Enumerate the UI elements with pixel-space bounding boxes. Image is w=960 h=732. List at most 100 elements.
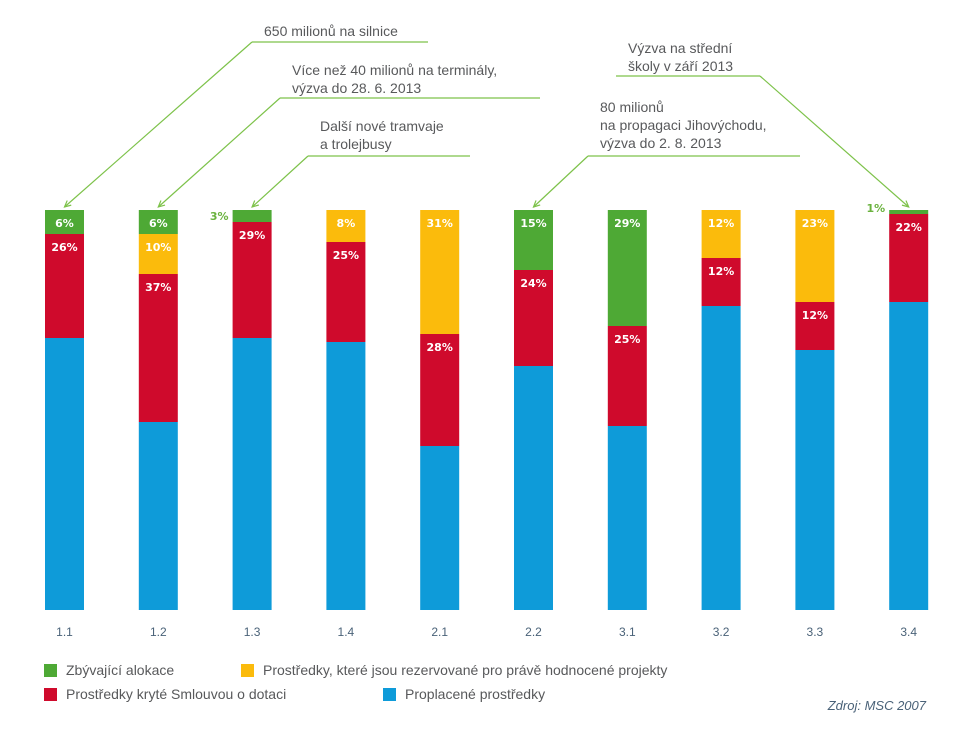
data-label: 23% [802, 217, 828, 230]
x-tick-label: 1.2 [150, 625, 167, 639]
data-label: 29% [239, 229, 265, 242]
annotation-text: a trolejbusy [320, 136, 392, 152]
annotation-arrowhead [251, 200, 259, 208]
annotation-text: na propagaci Jihovýchodu, [600, 117, 767, 133]
bar-1.1-zbyvajici-alokace [45, 210, 84, 234]
data-label: 1% [867, 202, 886, 215]
annotation-leader [533, 155, 589, 208]
annotation-leader [251, 155, 309, 208]
bar-1.4-proplacene-prostredky [326, 342, 366, 610]
bar-1.4-prostredky-ktere-jsou-rezervovane-pro-prave-hodnocene-projekty [326, 210, 366, 242]
data-label: 31% [427, 217, 453, 230]
data-label: 25% [614, 333, 640, 346]
annotation-callout: 650 milionů na silnice [63, 23, 428, 208]
bar-3.2-proplacene-prostredky [701, 306, 741, 610]
annotation-text: 80 milionů [600, 99, 664, 115]
bar-1.3-proplacene-prostredky [232, 338, 272, 610]
bar-1.2-prostredky-ktere-jsou-rezervovane-pro-prave-hodnocene-projekty [138, 234, 178, 274]
bar-1.3-zbyvajici-alokace [232, 210, 272, 222]
data-label: 6% [55, 217, 74, 230]
annotation-text: Výzva na střední [628, 40, 732, 56]
data-label: 28% [427, 341, 453, 354]
bar-1.1-proplacene-prostredky [45, 338, 84, 610]
annotation-text: výzva do 28. 6. 2013 [292, 80, 421, 96]
bar-3.4-proplacene-prostredky [889, 302, 929, 610]
x-tick-label: 3.3 [807, 625, 824, 639]
bar-2.2-prostredky-kryte-smlouvou-o-dotaci [514, 270, 553, 366]
bar-2.2-proplacene-prostredky [514, 366, 553, 610]
legend-swatch-contracted [44, 687, 57, 701]
data-label: 12% [708, 265, 734, 278]
data-label: 22% [896, 221, 922, 234]
x-tick-label: 3.2 [713, 625, 730, 639]
data-label: 8% [337, 217, 356, 230]
legend-swatch-remaining [44, 663, 57, 677]
annotation-callout: Výzva na střední školy v září 2013 [616, 40, 910, 208]
bar-1.1-prostredky-kryte-smlouvou-o-dotaci [45, 234, 84, 338]
annotation-text: školy v září 2013 [628, 58, 733, 74]
bar-1.3-prostredky-kryte-smlouvou-o-dotaci [232, 222, 272, 338]
bar-2.1-prostredky-kryte-smlouvou-o-dotaci [420, 334, 460, 446]
legend-item-remaining: Zbývající alokace [44, 662, 174, 678]
bar-3.3-proplacene-prostredky [795, 350, 835, 610]
annotation-leader [157, 97, 281, 208]
annotation-callout: Další nové tramvaje a trolejbusy [251, 118, 470, 208]
annotation-leader [759, 75, 910, 208]
annotation-arrowhead [63, 200, 72, 208]
data-label: 37% [145, 281, 171, 294]
data-label: 24% [520, 277, 546, 290]
x-tick-label: 2.1 [431, 625, 448, 639]
bar-3.1-prostredky-kryte-smlouvou-o-dotaci [607, 326, 647, 426]
legend-label-remaining: Zbývající alokace [66, 662, 175, 678]
legend-label-reserved: Prostředky, které jsou rezervované pro p… [263, 662, 668, 678]
annotation-arrowhead [157, 200, 166, 208]
data-label: 25% [333, 249, 359, 262]
bar-1.2-proplacene-prostredky [138, 422, 178, 610]
data-label: 15% [520, 217, 546, 230]
legend-item-reserved: Prostředky, které jsou rezervované pro p… [241, 662, 667, 678]
bar-2.1-prostredky-ktere-jsou-rezervovane-pro-prave-hodnocene-projekty [420, 210, 460, 334]
x-tick-label: 3.4 [900, 625, 917, 639]
bar-1.2-prostredky-kryte-smlouvou-o-dotaci [138, 274, 178, 422]
bar-3.1-zbyvajici-alokace [607, 210, 647, 326]
data-label: 12% [802, 309, 828, 322]
data-label: 12% [708, 217, 734, 230]
bar-3.2-prostredky-kryte-smlouvou-o-dotaci [701, 258, 741, 306]
data-label: 26% [51, 241, 77, 254]
annotation-text: Další nové tramvaje [320, 118, 444, 134]
annotation-arrowhead [901, 200, 910, 208]
data-label: 6% [149, 217, 168, 230]
legend-swatch-paid [383, 687, 396, 701]
bar-2.1-proplacene-prostredky [420, 446, 460, 610]
source-note: Zdroj: MSC 2007 [827, 698, 926, 713]
legend-item-contracted: Prostředky kryté Smlouvou o dotaci [44, 686, 286, 702]
data-label: 29% [614, 217, 640, 230]
bar-3.1-proplacene-prostredky [607, 426, 647, 610]
legend: Zbývající alokace Prostředky, které jsou… [44, 662, 924, 722]
annotation-callout: Více než 40 milionů na terminály, výzva d… [157, 62, 540, 208]
annotation-text: výzva do 2. 8. 2013 [600, 135, 722, 151]
legend-item-paid: Proplacené prostředky [383, 686, 545, 702]
legend-label-contracted: Prostředky kryté Smlouvou o dotaci [66, 686, 287, 702]
data-label: 3% [210, 210, 229, 223]
x-tick-label: 3.1 [619, 625, 636, 639]
bar-3.4-zbyvajici-alokace [889, 210, 929, 214]
bar-3.3-prostredky-ktere-jsou-rezervovane-pro-prave-hodnocene-projekty [795, 210, 835, 302]
annotation-arrowhead [532, 200, 541, 208]
bar-3.2-prostredky-ktere-jsou-rezervovane-pro-prave-hodnocene-projekty [701, 210, 741, 258]
x-tick-label: 1.4 [338, 625, 355, 639]
x-tick-label: 1.3 [244, 625, 261, 639]
bar-3.4-prostredky-kryte-smlouvou-o-dotaci [889, 214, 929, 302]
bar-2.2-zbyvajici-alokace [514, 210, 553, 270]
legend-label-paid: Proplacené prostředky [405, 686, 546, 702]
bar-1.2-zbyvajici-alokace [138, 210, 178, 234]
data-label: 10% [145, 241, 171, 254]
legend-swatch-reserved [241, 663, 254, 677]
bar-1.4-prostredky-kryte-smlouvou-o-dotaci [326, 242, 366, 342]
bar-3.3-prostredky-kryte-smlouvou-o-dotaci [795, 302, 835, 350]
annotation-text: 650 milionů na silnice [264, 23, 398, 39]
x-tick-label: 2.2 [525, 625, 542, 639]
annotation-leader [64, 41, 253, 208]
annotation-text: Více než 40 milionů na terminály, [292, 62, 497, 78]
